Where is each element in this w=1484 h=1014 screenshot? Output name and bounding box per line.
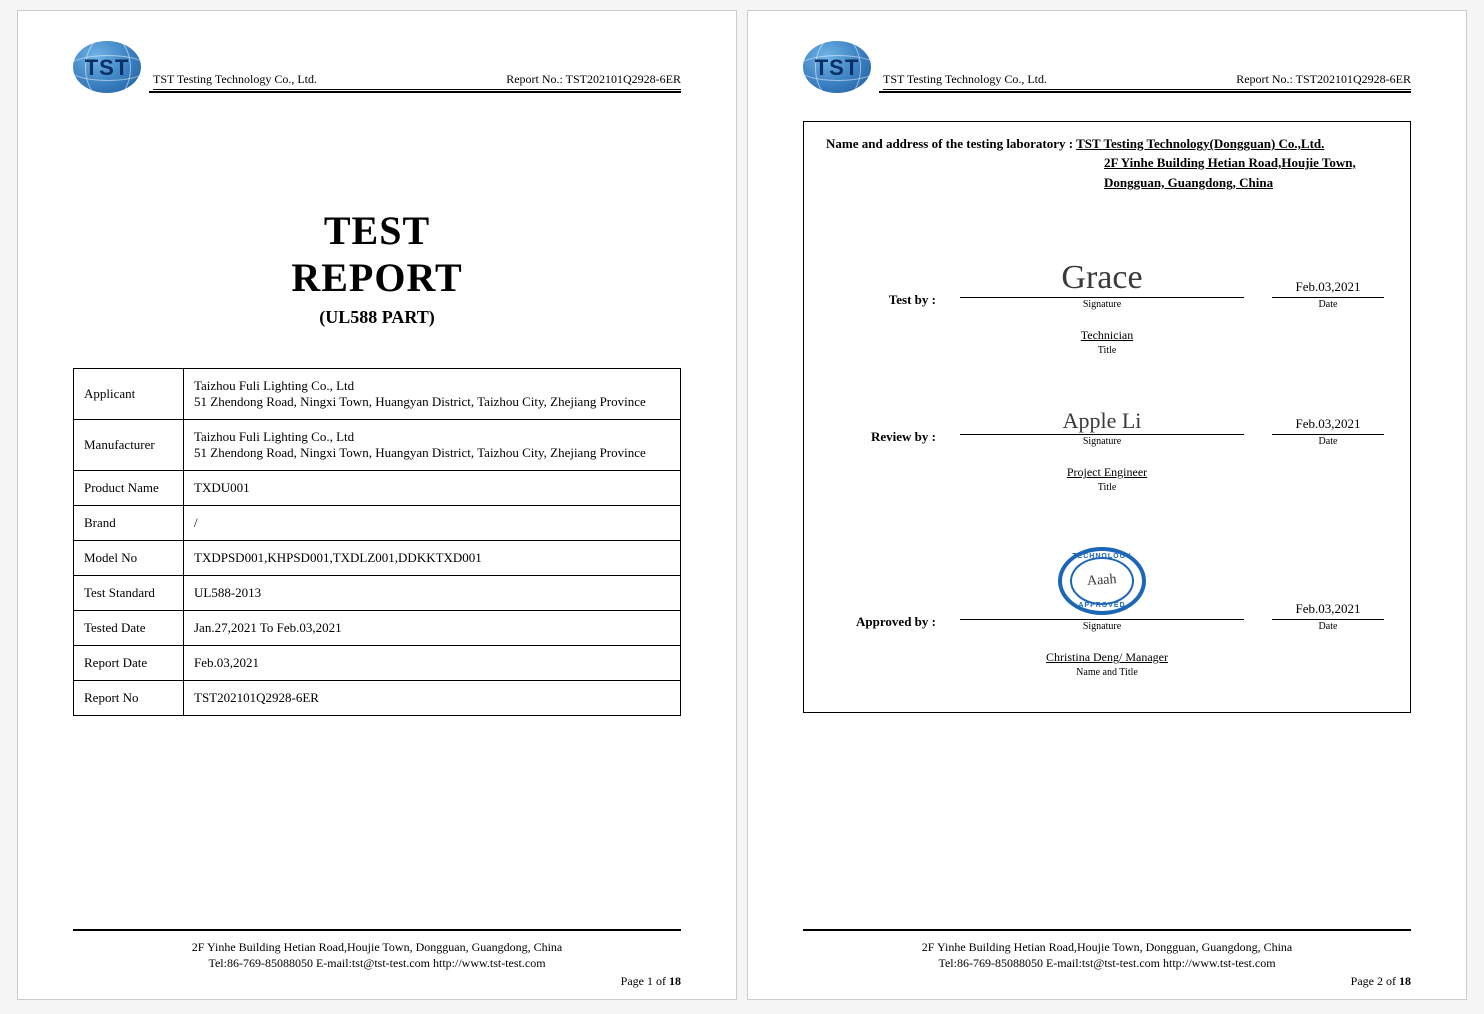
table-row: Report DateFeb.03,2021 [74, 646, 681, 681]
table-row: Report NoTST202101Q2928-6ER [74, 681, 681, 716]
signature-apple-li: Apple Li [956, 410, 1248, 432]
row-label: Brand [74, 506, 184, 541]
tst-logo-icon: TST [73, 41, 141, 93]
info-table: ApplicantTaizhou Fuli Lighting Co., Ltd … [73, 368, 681, 716]
row-label: Report Date [74, 646, 184, 681]
header-info-line: TST Testing Technology Co., Ltd. Report … [153, 72, 681, 90]
row-label: Manufacturer [74, 420, 184, 471]
signature-test-by: Test by : Grace Signature Feb.03,2021 Da… [826, 261, 1388, 310]
header: TST TST Testing Technology Co., Ltd. Rep… [803, 41, 1411, 93]
tst-logo-icon: TST [803, 41, 871, 93]
header: TST TST Testing Technology Co., Ltd. Rep… [73, 41, 681, 93]
report-number: Report No.: TST202101Q2928-6ER [1236, 72, 1411, 87]
title-line-1: TEST [73, 207, 681, 254]
row-value: TXDPSD001,KHPSD001,TXDLZ001,DDKKTXD001 [184, 541, 681, 576]
lab-address-2: Dongguan, Guangdong, China [1104, 174, 1388, 192]
row-value: Taizhou Fuli Lighting Co., Ltd 51 Zhendo… [184, 420, 681, 471]
table-row: Model NoTXDPSD001,KHPSD001,TXDLZ001,DDKK… [74, 541, 681, 576]
signature-grace: Grace [956, 261, 1248, 295]
header-info-line: TST Testing Technology Co., Ltd. Report … [883, 72, 1411, 90]
page-number: Page 1 of 18 [621, 974, 681, 989]
row-label: Product Name [74, 471, 184, 506]
footer: 2F Yinhe Building Hetian Road,Houjie Tow… [803, 929, 1411, 971]
footer-contact: Tel:86-769-85088050 E-mail:tst@tst-test.… [803, 955, 1411, 971]
table-row: Tested DateJan.27,2021 To Feb.03,2021 [74, 611, 681, 646]
logo-text: TST [73, 55, 141, 81]
page-2: TST TST Testing Technology Co., Ltd. Rep… [747, 10, 1467, 1000]
row-label: Report No [74, 681, 184, 716]
report-number: Report No.: TST202101Q2928-6ER [506, 72, 681, 87]
signature-review-by: Review by : Apple Li Signature Feb.03,20… [826, 410, 1388, 447]
row-label: Model No [74, 541, 184, 576]
row-value: Taizhou Fuli Lighting Co., Ltd 51 Zhendo… [184, 369, 681, 420]
approved-by-name-title: Christina Deng/ Manager Name and Title [826, 650, 1388, 678]
table-row: ApplicantTaizhou Fuli Lighting Co., Ltd … [74, 369, 681, 420]
lab-address-1: 2F Yinhe Building Hetian Road,Houjie Tow… [1104, 154, 1388, 172]
row-label: Test Standard [74, 576, 184, 611]
row-value: Feb.03,2021 [184, 646, 681, 681]
signature-approved-by: Approved by : TECHNOLOGY Aaah APPROVED S… [826, 547, 1388, 632]
row-value: Jan.27,2021 To Feb.03,2021 [184, 611, 681, 646]
row-value: TST202101Q2928-6ER [184, 681, 681, 716]
footer-address: 2F Yinhe Building Hetian Road,Houjie Tow… [73, 939, 681, 955]
logo-text: TST [803, 55, 871, 81]
title-line-2: REPORT [73, 254, 681, 301]
page-number: Page 2 of 18 [1351, 974, 1411, 989]
row-value: UL588-2013 [184, 576, 681, 611]
lab-heading: Name and address of the testing laborato… [826, 136, 1388, 152]
laboratory-box: Name and address of the testing laborato… [803, 121, 1411, 713]
table-row: ManufacturerTaizhou Fuli Lighting Co., L… [74, 420, 681, 471]
footer: 2F Yinhe Building Hetian Road,Houjie Tow… [73, 929, 681, 971]
review-by-title: Project Engineer Title [826, 465, 1388, 493]
company-name: TST Testing Technology Co., Ltd. [153, 72, 317, 87]
footer-contact: Tel:86-769-85088050 E-mail:tst@tst-test.… [73, 955, 681, 971]
title-sub: (UL588 PART) [73, 307, 681, 328]
page-1: TST TST Testing Technology Co., Ltd. Rep… [17, 10, 737, 1000]
table-row: Brand/ [74, 506, 681, 541]
test-by-title: Technician Title [826, 328, 1388, 356]
table-row: Test StandardUL588-2013 [74, 576, 681, 611]
row-label: Tested Date [74, 611, 184, 646]
row-label: Applicant [74, 369, 184, 420]
row-value: TXDU001 [184, 471, 681, 506]
footer-address: 2F Yinhe Building Hetian Road,Houjie Tow… [803, 939, 1411, 955]
approval-stamp-icon: TECHNOLOGY Aaah APPROVED [1058, 547, 1146, 615]
table-row: Product NameTXDU001 [74, 471, 681, 506]
row-value: / [184, 506, 681, 541]
title-block: TEST REPORT (UL588 PART) [73, 207, 681, 328]
company-name: TST Testing Technology Co., Ltd. [883, 72, 1047, 87]
